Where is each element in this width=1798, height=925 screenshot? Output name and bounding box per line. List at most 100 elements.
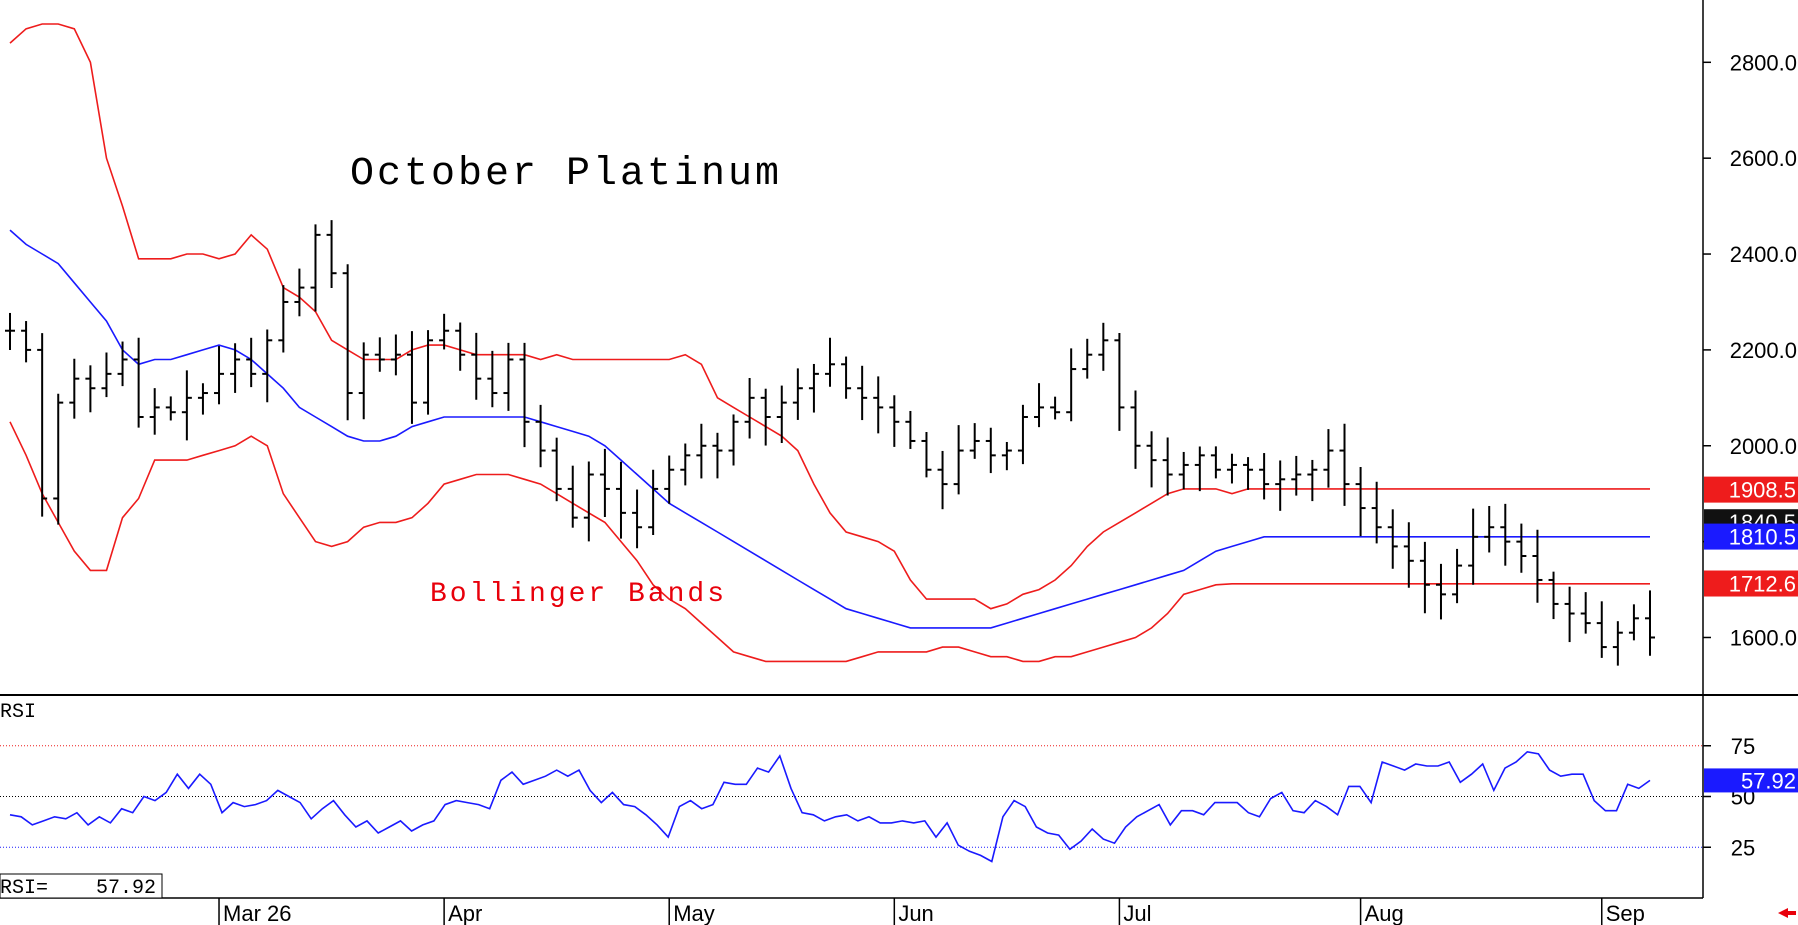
price-bar xyxy=(21,321,32,363)
price-bar xyxy=(632,489,643,549)
x-tick-label: Mar 26 xyxy=(223,901,291,925)
price-bar xyxy=(1355,467,1366,537)
price-bar xyxy=(937,450,948,510)
price-badge-label: 1908.5 xyxy=(1729,478,1796,503)
price-bar xyxy=(1194,446,1205,492)
x-tick-label: Apr xyxy=(448,901,482,925)
price-bar xyxy=(857,365,868,421)
price-bar xyxy=(262,329,273,403)
rsi-tick-label: 75 xyxy=(1731,734,1755,759)
price-bar xyxy=(567,465,578,528)
price-bar xyxy=(53,393,64,525)
price-bar xyxy=(5,312,15,351)
x-tick-label: Jul xyxy=(1123,901,1151,925)
price-bar xyxy=(197,383,208,415)
price-bar xyxy=(696,423,707,479)
price-bar xyxy=(969,423,980,459)
price-bar xyxy=(133,337,144,428)
rsi-badge: 57.92 xyxy=(1704,768,1798,793)
bollinger-bands-annotation: Bollinger Bands xyxy=(430,579,727,610)
price-bar xyxy=(792,368,803,420)
price-bar xyxy=(1210,446,1221,479)
price-bar xyxy=(342,264,353,421)
price-bar xyxy=(615,461,626,539)
price-bar xyxy=(181,370,192,441)
price-bar xyxy=(1435,563,1446,620)
price-bar xyxy=(503,342,514,411)
price-bar xyxy=(1034,383,1045,428)
price-badge: 1908.5 xyxy=(1704,476,1798,503)
price-bar xyxy=(1596,601,1607,658)
price-bar xyxy=(1419,541,1430,614)
price-bar xyxy=(439,313,450,350)
price-bar xyxy=(117,341,128,387)
price-bar xyxy=(760,388,771,446)
price-tick-label: 2800.0 xyxy=(1730,50,1797,75)
rsi-readout-value: 57.92 xyxy=(96,877,156,900)
price-tick-label: 2400.0 xyxy=(1730,242,1797,267)
price-bar xyxy=(1516,523,1527,573)
price-bar xyxy=(214,346,225,405)
price-bar xyxy=(1259,453,1270,500)
price-bar xyxy=(37,333,48,517)
price-bar xyxy=(1387,509,1398,569)
price-bar xyxy=(374,337,385,372)
price-bar xyxy=(1500,503,1511,566)
price-bar xyxy=(1001,441,1012,471)
price-bar xyxy=(1612,621,1623,666)
price-bar xyxy=(101,352,112,398)
price-bar xyxy=(1468,508,1479,585)
price-bar xyxy=(1114,332,1125,431)
price-bar xyxy=(1452,548,1463,604)
price-bar xyxy=(648,469,659,535)
x-tick-label: May xyxy=(673,901,715,925)
price-tick-label: 2600.0 xyxy=(1730,146,1797,171)
rsi-panel-label: RSI xyxy=(0,701,36,724)
price-bar xyxy=(1050,396,1061,420)
price-bar xyxy=(519,342,530,448)
price-bar xyxy=(278,285,289,353)
price-badge-label: 1712.6 xyxy=(1729,572,1796,597)
price-bar xyxy=(825,337,835,387)
price-bar xyxy=(535,404,546,468)
price-bar xyxy=(455,322,466,371)
x-tick-label: Jun xyxy=(898,901,933,925)
price-tick-label: 1600.0 xyxy=(1730,625,1797,650)
price-bar xyxy=(1098,322,1109,371)
price-bar xyxy=(1130,390,1141,469)
price-bar xyxy=(1371,481,1382,544)
price-bar xyxy=(1548,571,1559,620)
price-bar xyxy=(1146,431,1157,488)
price-bar xyxy=(712,432,723,479)
rsi-line xyxy=(9,750,1651,863)
price-bar xyxy=(1017,404,1028,465)
price-bar xyxy=(744,378,755,439)
lower-bollinger-band xyxy=(9,421,1650,663)
price-bar xyxy=(1403,522,1414,588)
price-bar xyxy=(1323,429,1334,488)
price-bar xyxy=(1162,437,1173,496)
price-bar xyxy=(1628,604,1639,641)
price-bar xyxy=(905,410,916,449)
rsi-badge-label: 57.92 xyxy=(1741,768,1796,793)
price-bar xyxy=(728,414,739,466)
rsi-readout-label: RSI= xyxy=(0,877,48,900)
price-bar xyxy=(1275,460,1286,511)
price-badge: 1712.6 xyxy=(1704,570,1798,597)
price-bar xyxy=(808,363,819,413)
price-bar xyxy=(1178,451,1189,490)
price-bar xyxy=(1564,586,1575,643)
price-bar xyxy=(889,395,900,447)
price-bar xyxy=(1580,592,1591,634)
price-bar xyxy=(230,343,241,393)
price-bar xyxy=(1484,505,1495,553)
price-bar xyxy=(599,448,610,517)
scroll-left-arrow-icon[interactable] xyxy=(1778,908,1796,918)
price-bar xyxy=(1226,453,1237,484)
price-tick-label: 2000.0 xyxy=(1730,434,1797,459)
price-bar xyxy=(1243,457,1254,490)
price-bar xyxy=(85,365,96,413)
price-bar xyxy=(583,461,594,542)
price-bar xyxy=(1291,455,1302,496)
